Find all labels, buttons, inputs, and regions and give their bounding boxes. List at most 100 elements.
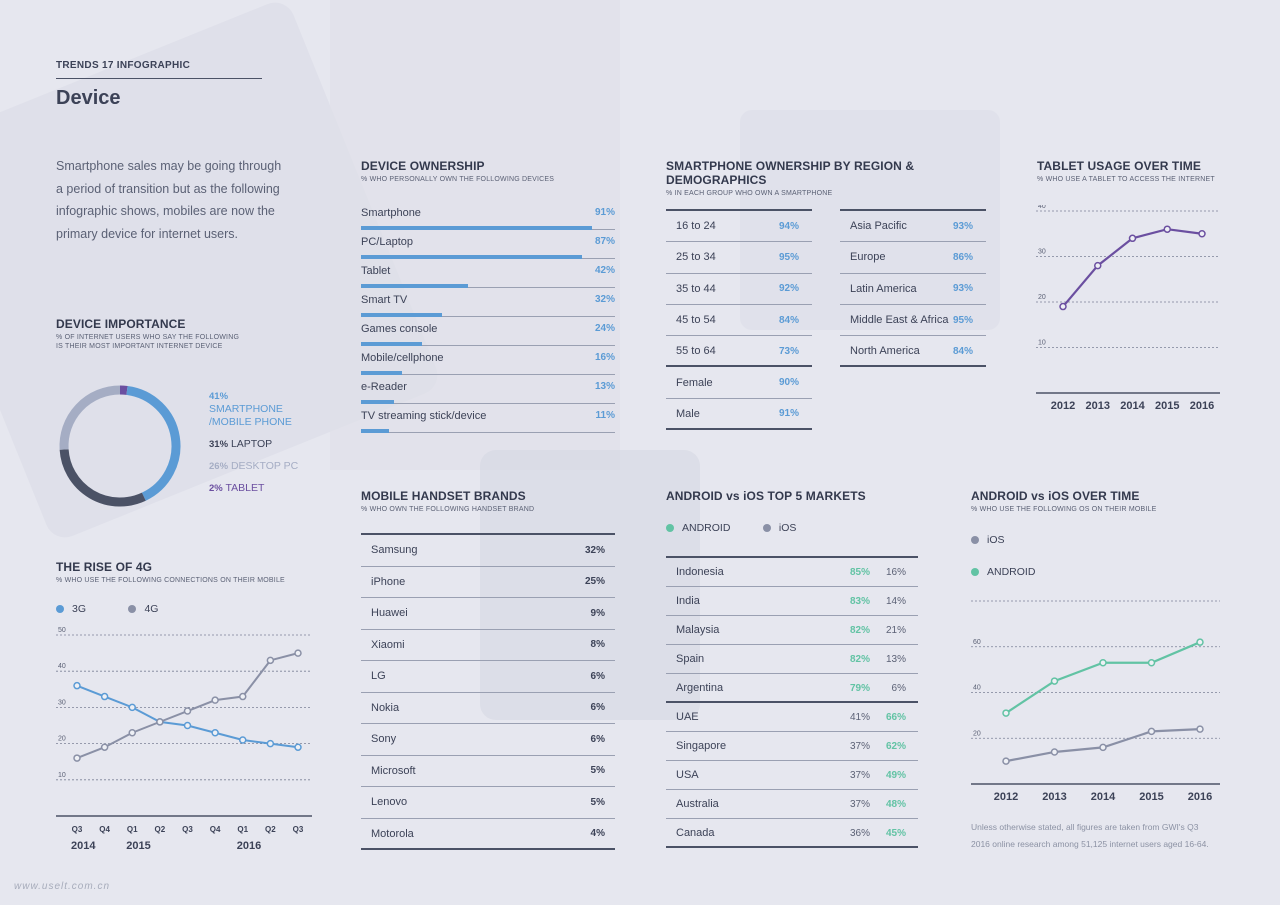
legend-desktop: 26% DESKTOP PC	[209, 460, 319, 473]
ownership-label: Smartphone	[361, 207, 421, 219]
legend-pct: 26%	[209, 461, 229, 472]
brand-row: Sony 6%	[361, 724, 615, 756]
rise-4g-x-label: Q1	[237, 825, 248, 834]
demographic-row: 55 to 64 73%	[666, 336, 812, 368]
ownership-value: 16%	[594, 352, 615, 363]
rise-4g-x-label: Q1	[127, 825, 138, 834]
legend-dot-3g	[56, 604, 64, 613]
android-ios-time-y-tick: 80	[973, 598, 981, 600]
demographic-text: 84%	[778, 314, 799, 326]
rise-4g-legend: 3G 4G	[56, 600, 158, 618]
rise-4g-line-3g	[76, 684, 299, 749]
section-title: MOBILE HANDSET BRANDS	[361, 489, 526, 503]
smartphone-region-header: SMARTPHONE OWNERSHIP BY REGION & DEMOGRA…	[666, 159, 1006, 197]
legend-smartphone: 41% SMARTPHONE /MOBILE PHONE	[209, 390, 319, 429]
tablet-usage-y-tick: 20	[1038, 294, 1046, 301]
region-row: Latin America 93%	[840, 274, 986, 305]
android-ios-time-point-ios	[1099, 743, 1107, 752]
tablet-usage-chart: 10 20 30 40 2012 2013 2014 2015 2016	[1036, 205, 1220, 412]
tablet-usage-x-label: 2015	[1155, 400, 1179, 412]
brand-text: 25%	[584, 576, 605, 588]
region-text: 93%	[952, 220, 973, 232]
device-importance-legend: 41% SMARTPHONE /MOBILE PHONE 31% LAPTOP …	[209, 390, 319, 495]
handset-brands-table: Samsung 32% iPhone 25% Huawei 9% Xiaomi 8% LG 6% N…	[361, 535, 615, 850]
ownership-row: Mobile/cellphone 16%	[361, 346, 615, 375]
legend-label: iOS	[778, 521, 797, 534]
rise-4g-point-3g	[294, 743, 302, 751]
android-ios-time-point-ios	[1147, 727, 1156, 736]
page-title: Device	[56, 87, 121, 109]
section-subtitle: IS THEIR MOST IMPORTANT INTERNET DEVICE	[56, 343, 223, 350]
regions-table: Asia Pacific 93% Europe 86% Latin America 93%…	[840, 211, 986, 371]
legend-dot-ios	[971, 535, 979, 544]
rise-4g-point-4g	[73, 754, 81, 762]
brand-row: Lenovo 5%	[361, 787, 615, 819]
demographic-row: Male 91%	[666, 399, 812, 431]
brand-label: Samsung	[371, 544, 418, 557]
ownership-value: 87%	[594, 236, 615, 247]
intro-line: infographic shows, mobiles are now the	[56, 204, 275, 218]
section-title: THE RISE OF 4G	[56, 560, 153, 574]
market-label: USA	[676, 769, 699, 781]
brand-label: iPhone	[371, 575, 406, 588]
rise-4g-x-label: Q3	[72, 825, 83, 834]
demographic-text: 91%	[778, 408, 799, 420]
brand-row: Nokia 6%	[361, 693, 615, 724]
demographic-label: 45 to 54	[676, 314, 716, 327]
rise-4g-point-4g	[128, 728, 136, 737]
brand-row: iPhone 25%	[361, 567, 615, 598]
ownership-row: Games console 24%	[361, 317, 615, 346]
legend-label: TABLET	[225, 482, 265, 494]
section-subtitle: % OF INTERNET USERS WHO SAY THE FOLLOWIN…	[56, 334, 240, 341]
market-row: Spain 82% 13%	[666, 645, 918, 674]
tablet-usage-y-tick: 40	[1038, 205, 1046, 210]
brand-row: Huawei 9%	[361, 598, 615, 630]
section-title: ANDROID vs iOS TOP 5 MARKETS	[666, 489, 866, 503]
rise-4g-point-3g	[73, 681, 81, 690]
rise-4g-x-label: Q4	[210, 825, 221, 834]
legend-label: ANDROID	[682, 521, 731, 534]
ownership-bar	[361, 342, 422, 346]
rise-4g-year-label: 2015	[126, 840, 150, 852]
legend-label: 4G	[144, 602, 159, 615]
android-ios-markets-legend: ANDROID iOS	[666, 519, 796, 537]
rise-4g-x-label: Q2	[265, 825, 276, 834]
market-row: Indonesia 85% 16%	[666, 558, 918, 587]
market-label: Australia	[676, 798, 719, 810]
android-ios-time-point-ios	[1050, 748, 1059, 756]
tablet-usage-x-label: 2013	[1086, 400, 1110, 412]
legend-dot-android	[971, 567, 979, 576]
region-row: Middle East & Africa 95%	[840, 305, 986, 337]
demographic-text: 90%	[778, 377, 799, 389]
demographic-row: 16 to 24 94%	[666, 211, 812, 243]
ownership-label: Smart TV	[361, 294, 408, 306]
brand-text: 6%	[590, 670, 605, 682]
region-text: 95%	[952, 314, 973, 326]
brand-row: Motorola 4%	[361, 819, 615, 850]
demographic-row: 25 to 34 95%	[666, 242, 812, 274]
brand-label: Microsoft	[371, 764, 416, 777]
device-ownership-list: Smartphone 91% PC/Laptop 87% Tablet 42% Smart …	[361, 201, 615, 433]
legend-label: ANDROID	[987, 565, 1036, 578]
rise-4g-x-label: Q2	[155, 825, 166, 834]
market-android: 79%	[849, 682, 870, 694]
tablet-usage-x-label: 2016	[1190, 400, 1214, 412]
ownership-bar	[361, 429, 389, 433]
section-subtitle: % WHO OWN THE FOLLOWING HANDSET BRAND	[361, 506, 535, 513]
brand-row: Samsung 32%	[361, 535, 615, 567]
market-android: 37%	[849, 798, 870, 810]
tablet-usage-x-label: 2014	[1120, 400, 1145, 412]
ownership-label: PC/Laptop	[361, 236, 413, 248]
page-kicker: TRENDS 17 INFOGRAPHIC	[56, 60, 191, 71]
rise-4g-point-4g	[100, 743, 109, 751]
market-ios: 45%	[885, 827, 906, 839]
market-ios: 16%	[885, 566, 906, 578]
market-label: UAE	[676, 711, 699, 723]
tablet-usage-point-series	[1198, 230, 1206, 238]
ownership-value: 42%	[594, 265, 615, 276]
device-importance-donut	[59, 385, 181, 507]
market-label: Singapore	[676, 740, 727, 752]
android-ios-time-point-ios	[1196, 725, 1204, 733]
rise-4g-point-3g	[128, 703, 136, 712]
market-ios: 6%	[891, 682, 906, 694]
